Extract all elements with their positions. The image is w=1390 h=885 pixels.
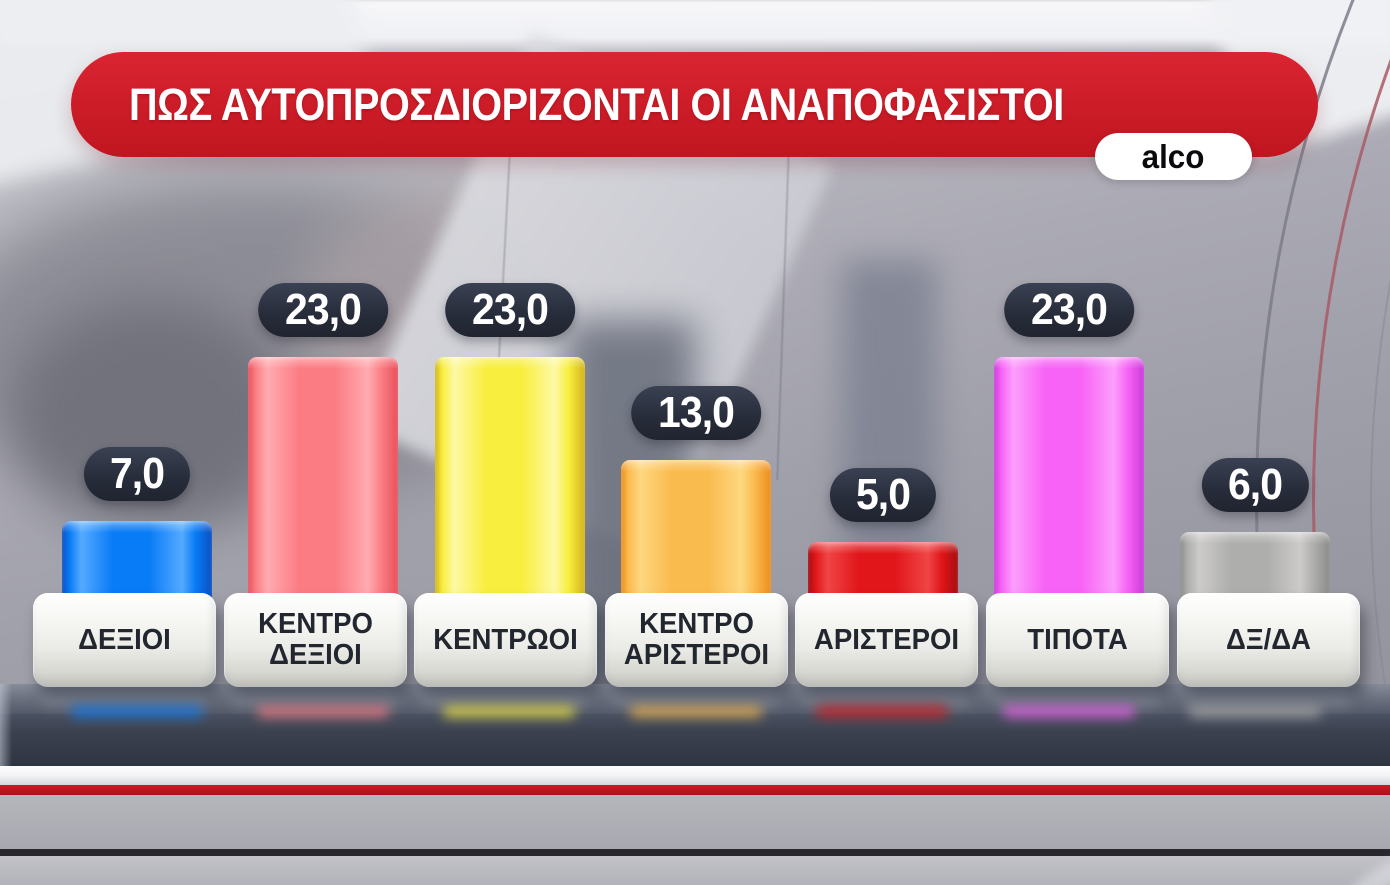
bar-gloss-highlight	[1180, 531, 1331, 544]
value-label: 7,0	[110, 449, 165, 499]
bottom-gray-strip	[0, 795, 1390, 849]
bar-reflection	[817, 706, 948, 717]
value-badge: 23,0	[1004, 283, 1134, 338]
value-badge: 13,0	[631, 385, 762, 440]
pollster-logo-badge: alco	[1095, 133, 1252, 180]
value-label: 13,0	[658, 387, 735, 437]
pedestal-reflection	[422, 689, 590, 707]
category-label: ΤΙΠΟΤΑ	[1027, 623, 1128, 656]
background-dark-streak	[842, 260, 937, 590]
bar	[994, 357, 1145, 623]
category-pedestal: ΔΕΞΙΟΙ	[33, 593, 216, 687]
value-label: 5,0	[855, 469, 911, 519]
category-pedestal: ΤΙΠΟΤΑ	[986, 593, 1169, 687]
category-pedestal: ΑΡΙΣΤΕΡΟΙ	[795, 593, 979, 687]
category-label: ΑΡΙΣΤΕΡΟΙ	[814, 623, 960, 656]
floor-left-highlight	[0, 684, 12, 766]
category-label: ΚΕΝΤΡΟ ΑΡΙΣΤΕΡΟΙ	[623, 608, 769, 671]
floor-front-edge	[0, 714, 1390, 766]
title-banner: ΠΩΣ ΑΥΤΟΠΡΟΣΔΙΟΡΙΖΟΝΤΑΙ ΟΙ ΑΝΑΠΟΦΑΣΙΣΤΟΙ	[71, 52, 1318, 157]
bar-group: 23,0 ΚΕΝΤΡΟ ΔΕΞΙΟΙ	[223, 0, 407, 885]
category-label: ΚΕΝΤΡΩΟΙ	[433, 623, 578, 656]
bar-reflection	[444, 706, 575, 717]
value-label: 23,0	[285, 285, 363, 335]
category-label: ΚΕΝΤΡΟ ΔΕΞΙΟΙ	[257, 608, 373, 671]
pedestal-reflection	[1184, 689, 1352, 707]
bar-reflection	[71, 706, 202, 717]
category-pedestal: ΚΕΝΤΡΟ ΑΡΙΣΤΕΡΟΙ	[604, 593, 788, 687]
value-badge: 7,0	[84, 447, 191, 502]
category-label: ΔΞ/ΔΑ	[1225, 623, 1311, 656]
background-arc-gray-faint	[1370, 0, 1390, 885]
value-badge: 23,0	[258, 283, 389, 338]
pedestal-reflection	[41, 689, 208, 707]
value-badge: 6,0	[1202, 457, 1309, 512]
bottom-dark-line	[0, 849, 1390, 856]
bar-gloss-highlight	[62, 521, 213, 534]
bar-group: 13,0 ΚΕΝΤΡΟ ΑΡΙΣΤΕΡΟΙ	[604, 0, 788, 885]
value-label: 6,0	[1228, 459, 1283, 509]
background-arc-gray	[1255, 0, 1390, 885]
bar-group: 23,0 ΚΕΝΤΡΩΟΙ	[414, 0, 598, 885]
page-title: ΠΩΣ ΑΥΤΟΠΡΟΣΔΙΟΡΙΖΟΝΤΑΙ ΟΙ ΑΝΑΠΟΦΑΣΙΣΤΟΙ	[129, 79, 1064, 130]
value-label: 23,0	[1031, 285, 1108, 335]
bar-group: 5,0 ΑΡΙΣΤΕΡΟΙ	[795, 0, 979, 885]
category-label: ΔΕΞΙΟΙ	[78, 623, 171, 656]
bar-reflection	[1189, 706, 1320, 717]
category-pedestal: ΚΕΝΤΡΟ ΔΕΞΙΟΙ	[223, 593, 407, 687]
category-pedestal: ΔΞ/ΔΑ	[1176, 593, 1360, 687]
bar-reflection	[1003, 706, 1134, 717]
value-badge: 23,0	[445, 283, 575, 338]
category-pedestal: ΚΕΝΤΡΩΟΙ	[414, 593, 598, 687]
pedestal-reflection	[803, 689, 971, 707]
bar-gloss-highlight	[621, 459, 772, 472]
bar-group: 6,0 ΔΞ/ΔΑ	[1176, 0, 1360, 885]
bar-gloss-highlight	[807, 541, 958, 554]
background-arc-red	[1312, 0, 1390, 885]
bottom-white-strip	[0, 766, 1390, 785]
bottom-red-strip	[0, 785, 1390, 795]
pollster-logo-text: alco	[1142, 138, 1205, 175]
value-badge: 5,0	[829, 467, 936, 522]
bar-group: 7,0 ΔΕΞΙΟΙ	[33, 0, 216, 885]
pedestal-reflection	[231, 689, 399, 707]
pedestal-reflection	[994, 689, 1161, 707]
bar-gloss-highlight	[994, 357, 1145, 370]
bar-reflection	[257, 706, 388, 717]
bar-gloss-highlight	[248, 357, 399, 370]
bar	[248, 357, 399, 623]
pedestal-reflection	[612, 689, 780, 707]
bar-reflection	[630, 706, 761, 717]
bottom-gray-strip-lower	[0, 856, 1390, 885]
bar-gloss-highlight	[434, 357, 585, 370]
bar-group: 23,0 ΤΙΠΟΤΑ	[986, 0, 1169, 885]
value-label: 23,0	[471, 285, 549, 335]
bar	[434, 357, 585, 623]
